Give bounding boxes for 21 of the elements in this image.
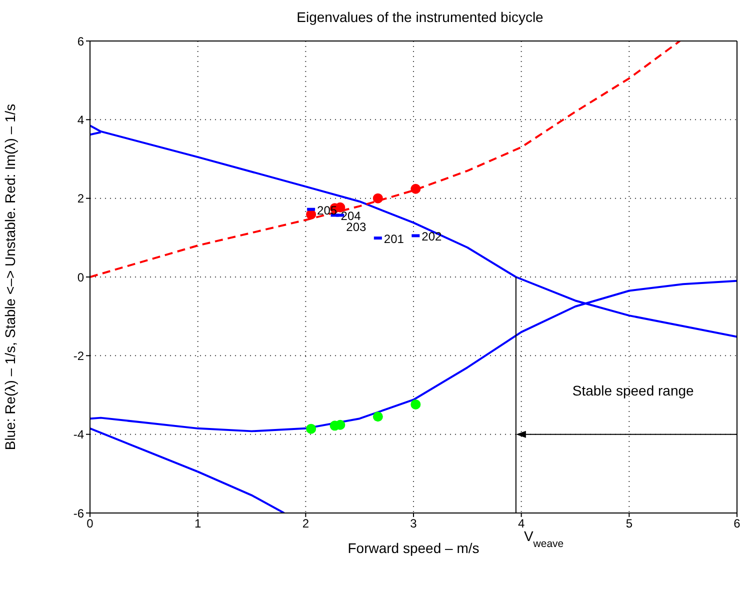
y-tick-label: 0 <box>77 270 84 284</box>
chart-title: Eigenvalues of the instrumented bicycle <box>296 9 544 25</box>
x-tick-label: 2 <box>302 516 310 531</box>
annotation: 202 <box>422 230 442 244</box>
x-axis-title: Forward speed – m/s <box>348 540 480 556</box>
annotation: 201 <box>384 232 404 246</box>
x-tick-label: 4 <box>518 516 525 531</box>
y-tick-label: -6 <box>73 506 84 520</box>
ref-line-label: V$_{weave}$ <box>524 528 564 550</box>
x-tick-label: 5 <box>626 516 633 531</box>
y-tick-label: -4 <box>73 428 84 442</box>
y-tick-label: -2 <box>73 348 84 363</box>
y-tick-label: 2 <box>77 192 84 206</box>
x-tick-label: 0 <box>86 516 94 531</box>
y-tick-label: 6 <box>77 34 84 48</box>
annotation: Stable speed range <box>572 382 694 398</box>
x-tick-label: 1 <box>194 516 202 531</box>
x-tick-label: 3 <box>410 516 418 531</box>
y-axis-title: Blue: Re(λ) – 1/s, Stable <–> Unstable. Red: Im(λ) – 1/s <box>2 104 18 450</box>
y-tick-label: 4 <box>77 112 84 127</box>
x-tick-label: 6 <box>734 516 741 531</box>
